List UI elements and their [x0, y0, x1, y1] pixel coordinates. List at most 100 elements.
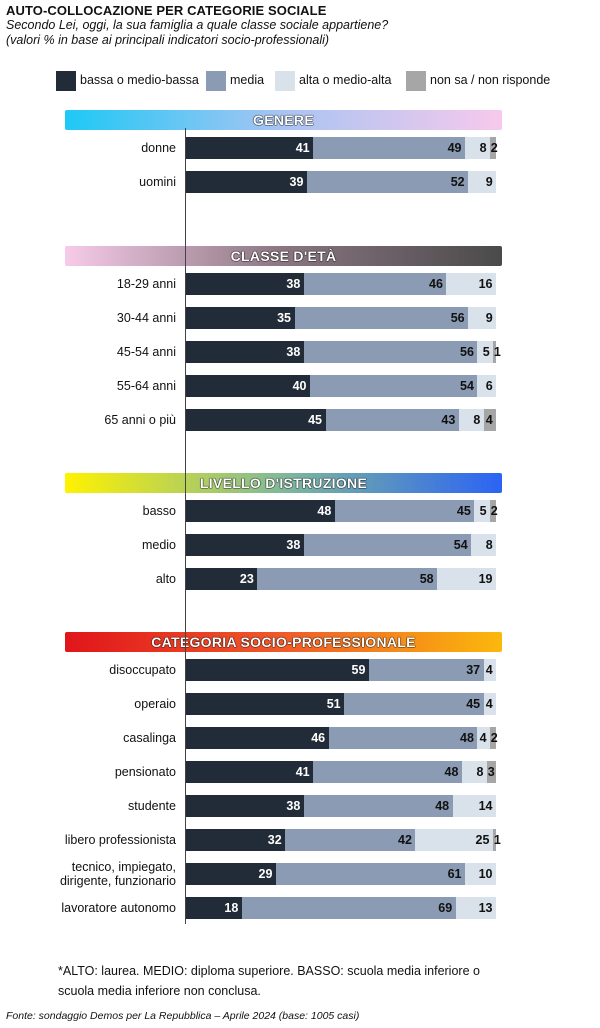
legend-swatch — [406, 71, 426, 91]
row-label: libero professionista — [64, 833, 176, 847]
bar-segment-3 — [477, 341, 493, 363]
bar-segment-2 — [257, 568, 438, 590]
bar-segment-4 — [483, 409, 496, 431]
data-label: 48 — [317, 504, 332, 518]
chart-title: AUTO-COLLOCAZIONE PER CATEGORIE SOCIALE — [6, 3, 327, 18]
data-label: 69 — [438, 901, 453, 915]
data-label: 35 — [277, 311, 291, 325]
bar-segment-2 — [275, 863, 465, 885]
stacked-bar: 41 48 8 3 — [186, 761, 496, 783]
stacked-bar: 38 48 14 — [186, 795, 496, 817]
bar-segment-1 — [186, 568, 258, 590]
row-label: pensionato — [114, 765, 176, 779]
data-label: 29 — [258, 867, 273, 881]
data-label: 5 — [479, 504, 487, 518]
bar-segment-2 — [306, 171, 469, 193]
data-label: 46 — [311, 731, 326, 745]
bar-segment-1 — [186, 171, 307, 193]
bar-segment-2 — [294, 307, 469, 329]
bar-segment-3 — [471, 534, 496, 556]
bar-segment-2 — [241, 897, 456, 919]
data-label: 10 — [478, 867, 493, 881]
data-label: 42 — [398, 833, 412, 847]
bar-segment-2 — [285, 829, 416, 851]
data-label: 6 — [485, 379, 493, 393]
data-label: 4 — [479, 731, 487, 745]
bar-segment-1 — [186, 273, 304, 295]
bar-segment-2 — [303, 273, 447, 295]
chart-subtitle: Secondo Lei, oggi, la sua famiglia a qua… — [6, 18, 388, 48]
data-label: 18 — [224, 901, 239, 915]
source-note: Fonte: sondaggio Demos per La Repubblica… — [6, 1010, 360, 1022]
bar-segment-2 — [368, 659, 484, 681]
row-label: 18-29 anni — [116, 277, 176, 291]
bar-segment-1 — [186, 795, 304, 817]
bar-segment-1 — [186, 137, 314, 159]
bar-segment-2 — [303, 341, 478, 363]
stacked-bar: 32 42 25 1 — [186, 829, 501, 851]
bar-segment-1 — [186, 341, 304, 363]
footnote: *ALTO: laurea. MEDIO: diploma superiore.… — [58, 964, 480, 998]
section-header: GENERE — [65, 110, 502, 130]
data-label: 38 — [286, 277, 301, 291]
bar-segment-2 — [344, 693, 484, 715]
data-label: 56 — [460, 345, 474, 359]
stacked-bar: 38 46 16 — [186, 273, 496, 295]
stacked-bar: 40 54 6 — [186, 375, 496, 397]
bar-segment-3 — [483, 693, 496, 715]
data-label: 25 — [475, 833, 490, 847]
data-label: 8 — [485, 538, 493, 552]
bar-segment-4 — [489, 137, 496, 159]
bar-segment-1 — [186, 307, 295, 329]
legend-label: bassa o medio-bassa — [80, 73, 199, 87]
stacked-bar: 45 43 8 4 — [186, 409, 496, 431]
data-label: 45 — [308, 413, 322, 427]
data-label: 56 — [450, 311, 465, 325]
data-label: 16 — [478, 277, 493, 291]
data-label: 13 — [478, 901, 493, 915]
data-label: 48 — [460, 731, 474, 745]
data-label: 3 — [487, 765, 495, 779]
bar-segment-1 — [186, 829, 286, 851]
data-label: 52 — [450, 175, 465, 189]
bar-segment-4 — [492, 341, 496, 363]
subtitle-line: Secondo Lei, oggi, la sua famiglia a qua… — [6, 18, 389, 32]
bar-segment-3 — [452, 795, 496, 817]
stacked-bar: 18 69 13 — [186, 897, 496, 919]
stacked-bar: 51 45 4 — [186, 693, 496, 715]
data-label: 5 — [482, 345, 490, 359]
bar-segment-1 — [186, 409, 326, 431]
bar-segment-3 — [465, 137, 490, 159]
row-label: 55-64 anni — [116, 379, 176, 393]
data-label: 38 — [286, 345, 301, 359]
data-label: 1 — [493, 345, 501, 359]
data-label: 59 — [351, 663, 366, 677]
data-label: 9 — [485, 175, 493, 189]
legend-swatch — [206, 71, 226, 91]
stacked-bar: 46 48 4 2 — [186, 727, 498, 749]
row-label: medio — [141, 538, 176, 552]
data-label: 40 — [292, 379, 307, 393]
bar-segment-2 — [334, 500, 475, 522]
bar-segment-3 — [483, 659, 496, 681]
data-label: 4 — [485, 697, 493, 711]
section-header: CATEGORIA SOCIO-PROFESSIONALE — [65, 632, 502, 652]
data-label: 61 — [447, 867, 462, 881]
bar-segment-4 — [489, 727, 496, 749]
data-label: 46 — [429, 277, 443, 291]
bar-segment-3 — [477, 727, 490, 749]
row-label: lavoratore autonomo — [61, 901, 176, 915]
chart-axis-line — [185, 128, 186, 924]
bar-segment-3 — [468, 307, 496, 329]
data-label: 45 — [456, 504, 471, 518]
data-label: 4 — [485, 413, 493, 427]
bar-segment-3 — [437, 568, 496, 590]
row-label: 45-54 anni — [116, 345, 176, 359]
data-label: 32 — [267, 833, 282, 847]
data-label: 2 — [490, 731, 498, 745]
bar-segment-1 — [186, 659, 369, 681]
legend-label: media — [230, 73, 265, 87]
data-label: 41 — [295, 765, 310, 779]
stacked-bar: 48 45 5 2 — [186, 500, 498, 522]
legend-swatch — [56, 71, 76, 91]
